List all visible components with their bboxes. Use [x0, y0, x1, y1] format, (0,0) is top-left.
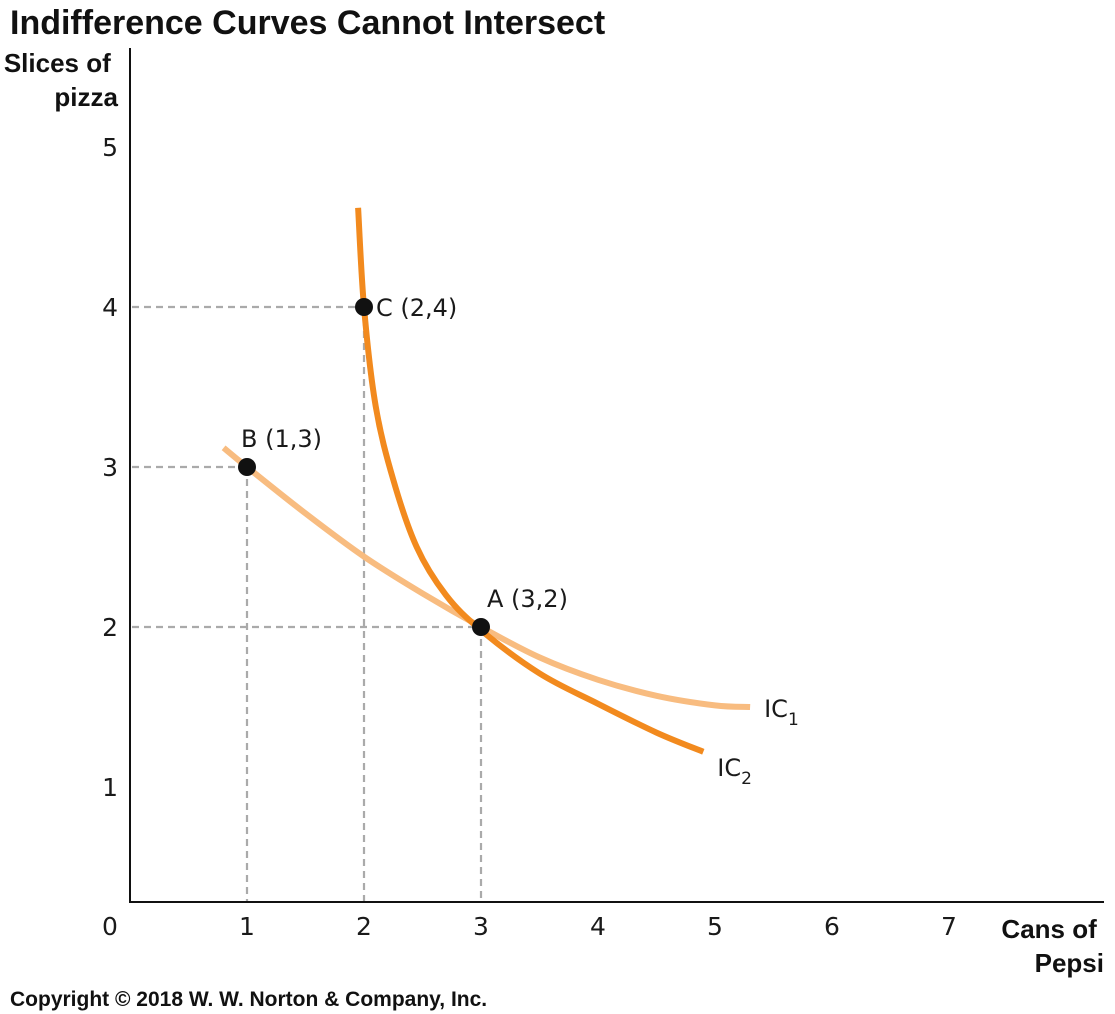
axes	[129, 48, 1104, 903]
x-axis-title: Cans of Pepsi	[1001, 914, 1104, 978]
point-label-C: C (2,4)	[376, 294, 457, 322]
point-B	[238, 458, 256, 476]
tick-labels: 0 1 2 3 4 5 6 7 1 2 3 4 5	[102, 133, 957, 941]
point-label-B: B (1,3)	[241, 425, 322, 453]
guide-lines	[132, 305, 483, 901]
x-tick-label: 1	[239, 912, 255, 941]
y-tick-label: 3	[102, 453, 118, 482]
y-axis-title-line-1: Slices of	[4, 48, 111, 78]
curve-label-ic2: IC2	[717, 754, 752, 789]
curve-ic1	[221, 445, 751, 710]
x-tick-label: 2	[356, 912, 372, 941]
curve-labels: IC1 IC2	[717, 695, 798, 789]
x-tick-label: 7	[941, 912, 957, 941]
y-tick-label: 1	[102, 773, 118, 802]
x-tick-label: 4	[590, 912, 606, 941]
point-A	[472, 618, 490, 636]
point-label-A: A (3,2)	[487, 585, 568, 613]
curves	[221, 207, 751, 755]
y-axis-title-line-2: pizza	[54, 82, 118, 112]
x-tick-label: 5	[707, 912, 723, 941]
chart-title: Indifference Curves Cannot Intersect	[10, 4, 605, 42]
x-tick-label: 6	[824, 912, 840, 941]
x-tick-label: 3	[473, 912, 489, 941]
x-axis-title-line-1: Cans of	[1001, 914, 1097, 944]
curve-ic2	[355, 207, 705, 755]
points: A (3,2) B (1,3) C (2,4)	[238, 294, 568, 636]
y-tick-label: 5	[102, 133, 118, 162]
y-tick-label: 2	[102, 613, 118, 642]
x-axis-title-line-2: Pepsi	[1035, 948, 1104, 978]
y-axis-title: Slices of pizza	[4, 48, 119, 112]
y-tick-label: 4	[102, 293, 118, 322]
curve-label-ic1: IC1	[764, 695, 799, 730]
copyright-notice: Copyright © 2018 W. W. Norton & Company,…	[10, 988, 487, 1011]
point-C	[355, 298, 373, 316]
x-tick-label: 0	[102, 912, 118, 941]
